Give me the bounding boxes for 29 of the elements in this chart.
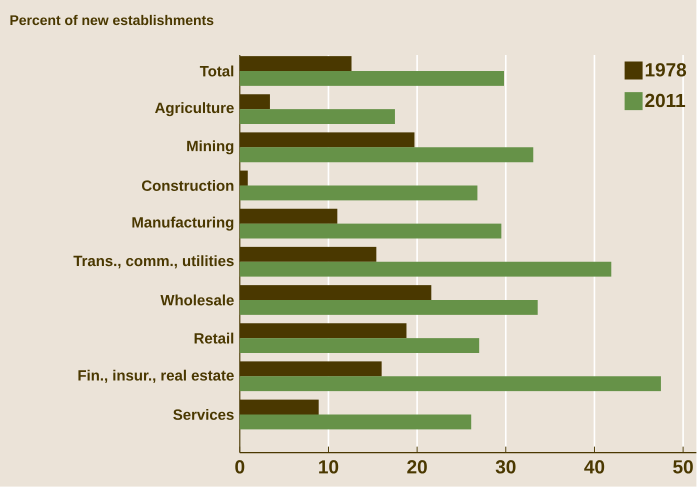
x-tick-label: 30 xyxy=(496,460,516,474)
y-tick-label: Fin., insur., real estate xyxy=(78,370,234,384)
y-tick-label: Agriculture xyxy=(155,102,234,116)
bar xyxy=(240,148,534,162)
bar xyxy=(240,109,395,124)
y-tick-label: Services xyxy=(173,409,234,420)
y-tick-label: Retail xyxy=(194,332,234,344)
y-tick-label: Mining xyxy=(187,140,234,155)
legend-label: 2011 xyxy=(645,94,686,108)
x-tick-label: 50 xyxy=(673,460,693,474)
x-tick-label: 40 xyxy=(584,460,604,474)
y-tick-label: Construction xyxy=(142,180,234,192)
y-tick-label: Wholesale xyxy=(160,294,234,306)
bar xyxy=(240,414,472,430)
x-tick-label: 0 xyxy=(235,460,244,474)
x-tick-label: 10 xyxy=(319,460,338,474)
y-tick-label: Trans., comm., utilities xyxy=(73,255,234,269)
x-tick-label: 20 xyxy=(407,460,427,474)
y-tick-label: Total xyxy=(200,66,234,77)
bar xyxy=(240,71,504,86)
bar xyxy=(240,186,478,201)
y-tick-label: Manufacturing xyxy=(132,216,234,231)
text: Percent of new establishments xyxy=(10,15,214,26)
legend-label: 1978 xyxy=(646,63,686,77)
bar xyxy=(240,300,538,316)
bar xyxy=(240,338,480,354)
bar xyxy=(240,262,612,277)
bar xyxy=(240,376,661,392)
bar xyxy=(240,224,502,239)
